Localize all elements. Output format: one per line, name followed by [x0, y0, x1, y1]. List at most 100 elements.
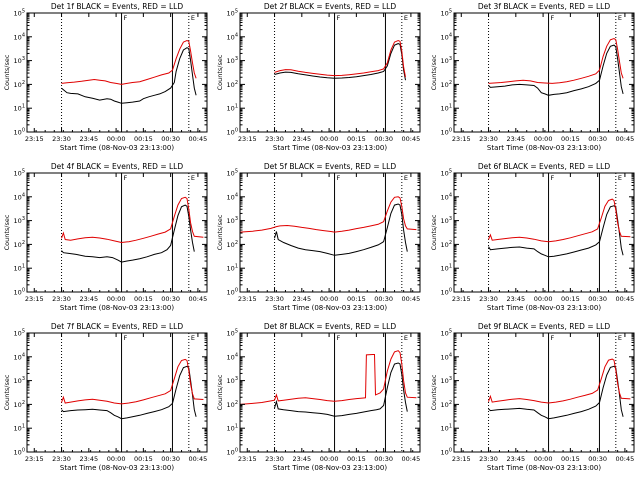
marker-label: E	[404, 334, 408, 342]
y-tick-label: 104	[14, 32, 25, 41]
x-axis-label: Start Time (08-Nov-03 23:13:00)	[487, 304, 601, 312]
panel-title: Det 9f BLACK = Events, RED = LLD	[478, 322, 611, 331]
y-tick-label: 103	[441, 56, 452, 65]
y-tick-label: 100	[14, 448, 25, 457]
panel-title: Det 1f BLACK = Events, RED = LLD	[51, 2, 184, 11]
x-tick-label: 00:15	[561, 455, 580, 463]
marker-label: F	[551, 334, 555, 342]
x-tick-label: 23:30	[479, 135, 498, 143]
x-tick-label: 00:00	[534, 295, 553, 303]
marker-label: E	[191, 334, 195, 342]
y-tick-label: 102	[14, 400, 25, 409]
x-tick-label: 00:45	[402, 455, 421, 463]
marker-label: F	[551, 174, 555, 182]
panel-title: Det 5f BLACK = Events, RED = LLD	[264, 162, 397, 171]
y-tick-label: 102	[14, 240, 25, 249]
lld-series-line	[488, 358, 631, 404]
x-tick-label: 00:00	[107, 135, 126, 143]
y-tick-label: 103	[14, 56, 25, 65]
y-axis-label: Counts/sec	[430, 54, 438, 90]
x-tick-label: 23:30	[479, 295, 498, 303]
y-tick-label: 103	[441, 216, 452, 225]
y-axis-label: Counts/sec	[216, 374, 224, 410]
y-tick-label: 101	[227, 424, 238, 433]
events-series-line	[274, 362, 408, 417]
x-tick-label: 23:45	[79, 135, 98, 143]
x-tick-label: 23:45	[506, 455, 525, 463]
x-tick-label: 23:45	[79, 295, 98, 303]
x-tick-label: 00:30	[161, 455, 180, 463]
x-tick-label: 23:30	[265, 295, 284, 303]
y-tick-label: 104	[14, 192, 25, 201]
x-tick-label: 23:45	[506, 295, 525, 303]
y-tick-label: 104	[14, 352, 25, 361]
x-tick-label: 00:15	[561, 135, 580, 143]
y-tick-label: 100	[227, 288, 238, 297]
plot-frame	[26, 332, 208, 453]
y-tick-label: 101	[227, 104, 238, 113]
x-tick-label: 23:30	[52, 135, 71, 143]
y-axis-label: Counts/sec	[216, 214, 224, 250]
x-tick-label: 00:00	[107, 295, 126, 303]
x-tick-label: 00:30	[374, 135, 393, 143]
x-tick-label: 00:45	[402, 295, 421, 303]
detector-panel-5: Det 5f BLACK = Events, RED = LLD F E 23:15 2…	[216, 162, 421, 312]
x-tick-label: 00:15	[347, 455, 366, 463]
marker-label: E	[618, 14, 622, 22]
y-tick-label: 104	[227, 192, 238, 201]
events-series-line	[274, 43, 406, 81]
x-tick-label: 00:45	[616, 295, 635, 303]
marker-label: E	[618, 174, 622, 182]
x-tick-label: 23:45	[292, 295, 311, 303]
detector-panel-2: Det 2f BLACK = Events, RED = LLD F E 23:15 2…	[216, 2, 421, 152]
x-tick-label: 00:45	[616, 135, 635, 143]
y-tick-label: 104	[441, 192, 452, 201]
y-tick-label: 102	[441, 400, 452, 409]
y-tick-label: 102	[227, 240, 238, 249]
x-tick-label: 23:30	[479, 455, 498, 463]
events-series-line	[61, 204, 195, 263]
x-tick-label: 00:30	[161, 135, 180, 143]
y-tick-label: 100	[14, 288, 25, 297]
plot-frame	[453, 172, 635, 293]
plot-frame	[453, 12, 635, 133]
y-tick-label: 104	[227, 352, 238, 361]
x-tick-label: 00:00	[320, 455, 339, 463]
x-tick-label: 00:15	[347, 295, 366, 303]
y-tick-label: 100	[441, 288, 452, 297]
x-tick-label: 00:30	[374, 455, 393, 463]
x-tick-label: 00:30	[588, 295, 607, 303]
y-tick-label: 102	[441, 80, 452, 89]
y-tick-label: 101	[441, 104, 452, 113]
panel-title: Det 8f BLACK = Events, RED = LLD	[264, 322, 397, 331]
x-tick-label: 00:00	[534, 455, 553, 463]
x-tick-label: 23:15	[238, 295, 257, 303]
lld-series-line	[61, 39, 197, 85]
x-tick-label: 23:15	[238, 135, 257, 143]
y-tick-label: 104	[227, 32, 238, 41]
x-axis-label: Start Time (08-Nov-03 23:13:00)	[273, 304, 387, 312]
x-tick-label: 23:30	[265, 135, 284, 143]
lld-series-line	[61, 358, 204, 405]
plot-frame	[239, 12, 421, 133]
y-axis-label: Counts/sec	[430, 214, 438, 250]
x-tick-label: 23:30	[52, 455, 71, 463]
y-tick-label: 105	[441, 9, 452, 18]
y-tick-label: 102	[14, 80, 25, 89]
y-tick-label: 100	[441, 128, 452, 137]
y-axis-label: Counts/sec	[430, 374, 438, 410]
x-tick-label: 23:45	[506, 135, 525, 143]
x-tick-label: 23:45	[292, 455, 311, 463]
detector-panel-9: Det 9f BLACK = Events, RED = LLD F E 23:15 2…	[430, 322, 635, 472]
x-tick-label: 23:30	[52, 295, 71, 303]
y-axis-label: Counts/sec	[3, 214, 11, 250]
panel-title: Det 2f BLACK = Events, RED = LLD	[264, 2, 397, 11]
x-tick-label: 00:30	[588, 135, 607, 143]
marker-label: F	[337, 174, 341, 182]
y-tick-label: 103	[227, 56, 238, 65]
x-tick-label: 23:45	[79, 455, 98, 463]
panel-title: Det 6f BLACK = Events, RED = LLD	[478, 162, 611, 171]
detector-panel-6: Det 6f BLACK = Events, RED = LLD F E 23:15 2…	[430, 162, 635, 312]
events-series-line	[488, 365, 624, 420]
